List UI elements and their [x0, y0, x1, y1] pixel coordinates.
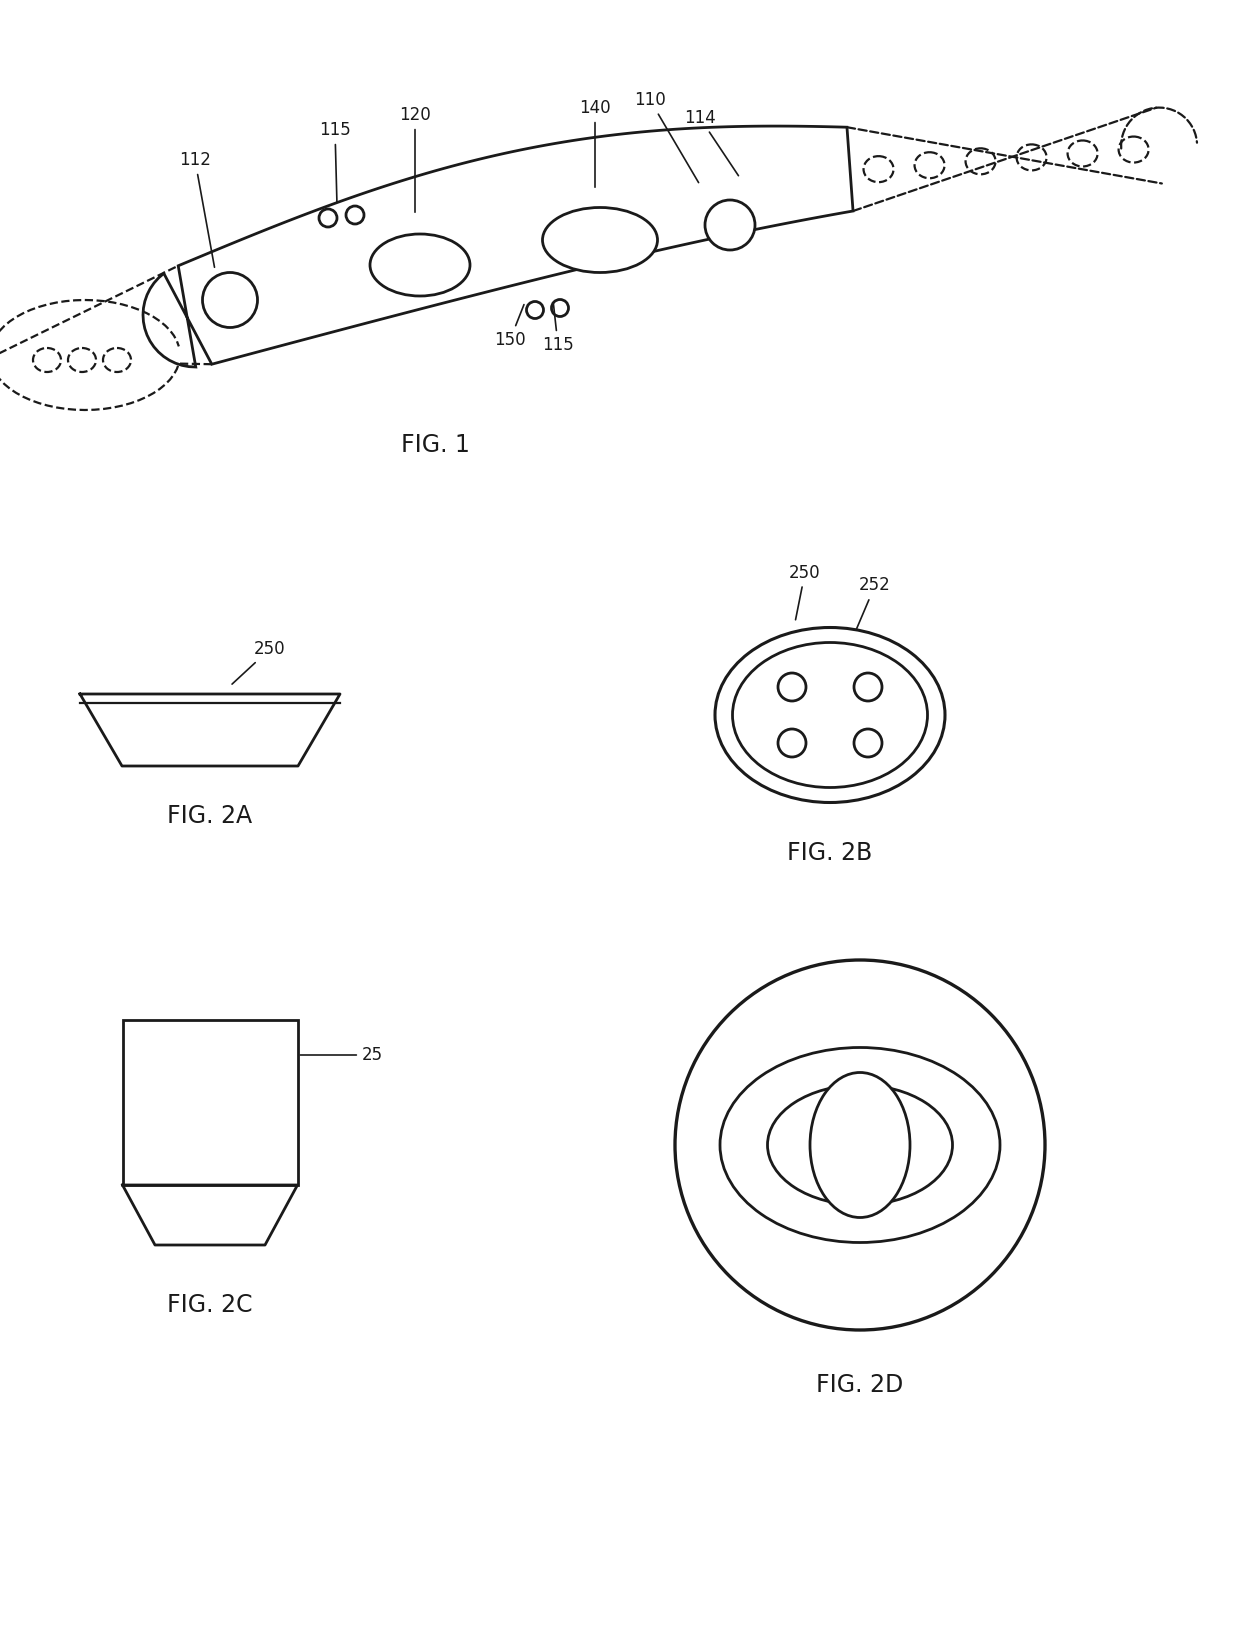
- Text: 120: 120: [399, 106, 430, 212]
- Text: FIG. 2B: FIG. 2B: [787, 840, 873, 864]
- Ellipse shape: [527, 302, 543, 319]
- Text: 252: 252: [856, 577, 890, 631]
- Ellipse shape: [733, 642, 928, 788]
- Ellipse shape: [370, 234, 470, 296]
- Ellipse shape: [675, 961, 1045, 1330]
- Text: 115: 115: [542, 302, 574, 355]
- Ellipse shape: [552, 299, 568, 317]
- Ellipse shape: [768, 1085, 952, 1204]
- Text: FIG. 1: FIG. 1: [401, 433, 470, 458]
- Text: 25: 25: [300, 1046, 383, 1064]
- Text: 115: 115: [319, 121, 351, 203]
- Bar: [123, 1020, 298, 1185]
- Ellipse shape: [777, 673, 806, 701]
- Ellipse shape: [810, 1072, 910, 1217]
- Text: 112: 112: [179, 150, 215, 268]
- Ellipse shape: [543, 208, 657, 273]
- Ellipse shape: [202, 273, 258, 327]
- Ellipse shape: [720, 1047, 999, 1242]
- Text: FIG. 2A: FIG. 2A: [167, 804, 253, 828]
- Text: 110: 110: [634, 92, 698, 183]
- Text: FIG. 2D: FIG. 2D: [816, 1373, 904, 1397]
- Text: 140: 140: [579, 100, 611, 188]
- Ellipse shape: [346, 206, 365, 224]
- Text: 114: 114: [684, 109, 739, 176]
- Polygon shape: [143, 126, 853, 368]
- Text: 150: 150: [495, 304, 526, 350]
- Ellipse shape: [854, 673, 882, 701]
- Ellipse shape: [715, 627, 945, 802]
- Ellipse shape: [854, 729, 882, 757]
- Ellipse shape: [706, 199, 755, 250]
- Ellipse shape: [777, 729, 806, 757]
- Text: FIG. 2C: FIG. 2C: [167, 1292, 253, 1317]
- Text: 250: 250: [232, 641, 285, 685]
- Ellipse shape: [319, 209, 337, 227]
- Text: 250: 250: [789, 564, 821, 619]
